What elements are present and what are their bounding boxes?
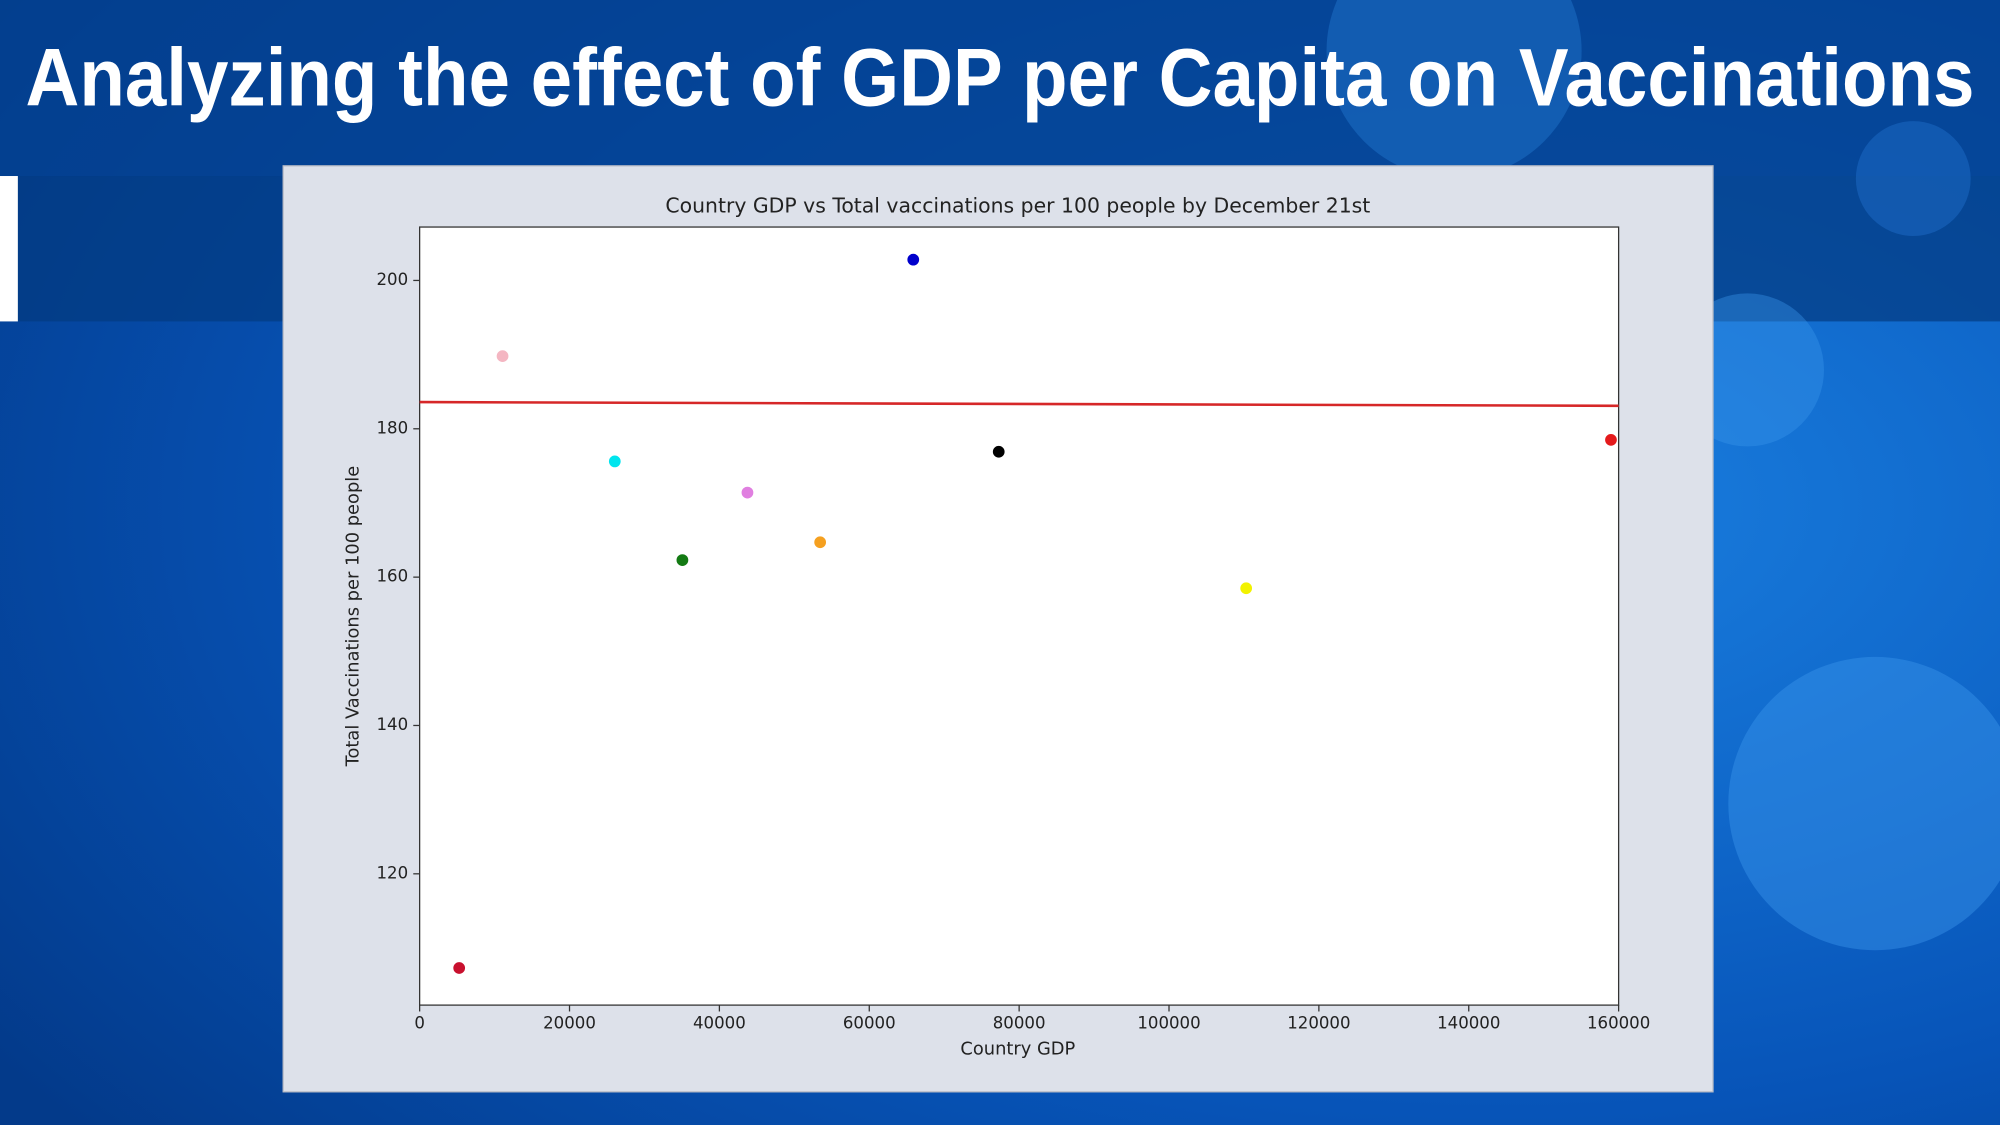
point (991, 444, 1006, 459)
point (1604, 433, 1618, 447)
point (607, 454, 622, 469)
x-tick-label: 0 (414, 1014, 425, 1033)
point (452, 961, 467, 975)
point (813, 535, 828, 550)
plot-area (419, 226, 1620, 1006)
y-axis-label: Total Vaccinations per 100 people (342, 466, 363, 768)
accent-bar (0, 176, 18, 322)
point (495, 349, 510, 363)
x-tick-label: 20000 (543, 1014, 596, 1033)
x-axis-label: Country GDP (960, 1039, 1075, 1060)
slide-title: Analyzing the effect of GDP per Capita o… (26, 33, 1975, 124)
y-tick-label: 160 (377, 567, 409, 586)
x-tick-label: 160000 (1587, 1014, 1650, 1033)
y-tick-label: 180 (377, 418, 409, 437)
x-tick-label: 80000 (993, 1014, 1046, 1033)
y-tick-label: 140 (377, 715, 409, 734)
y-tick-label: 120 (377, 863, 409, 882)
point (906, 252, 921, 267)
decoration (1855, 121, 1971, 236)
decoration (1326, 0, 1582, 179)
x-tick-label: 60000 (843, 1014, 896, 1033)
point (740, 485, 755, 500)
x-tick-label: 100000 (1137, 1014, 1200, 1033)
trend-line (419, 400, 1619, 408)
decoration (1728, 656, 2000, 951)
x-tick-label: 140000 (1437, 1014, 1500, 1033)
point (675, 553, 690, 567)
y-tick-label: 200 (377, 270, 409, 289)
chart-title: Country GDP vs Total vaccinations per 10… (665, 194, 1370, 218)
x-tick-label: 120000 (1287, 1014, 1350, 1033)
point (1239, 581, 1254, 596)
x-tick-label: 40000 (693, 1014, 746, 1033)
title-band (0, 0, 2000, 177)
